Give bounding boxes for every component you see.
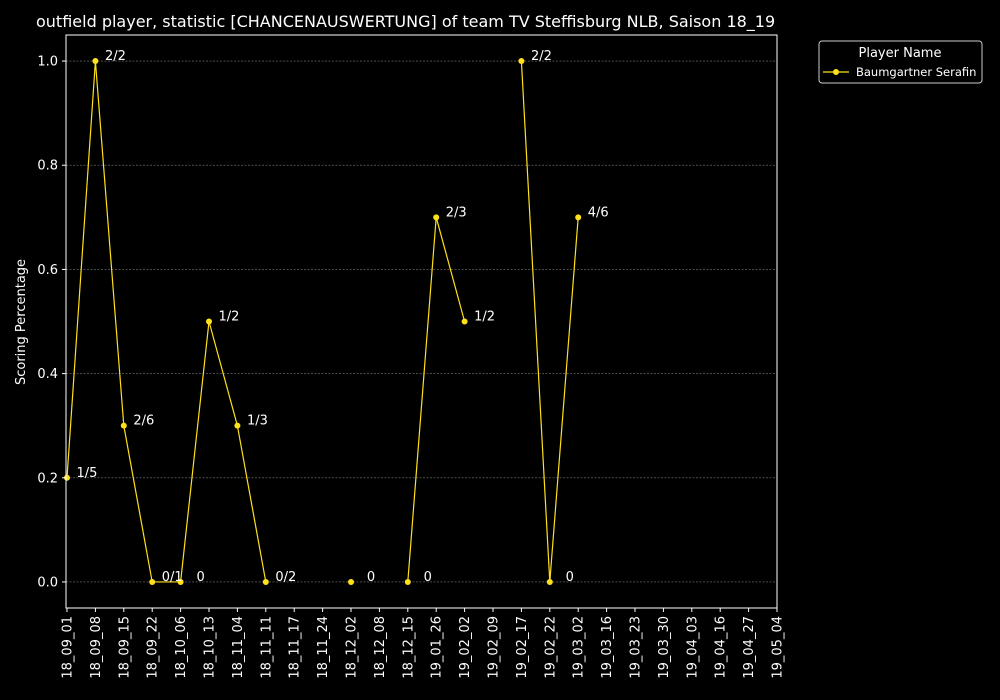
series-line-segment xyxy=(180,321,210,583)
x-tick-label: 18_11_24 xyxy=(316,616,331,679)
x-tick-label: 19_03_16 xyxy=(600,616,615,679)
legend-title: Player Name xyxy=(859,46,942,61)
x-tick-label: 19_04_27 xyxy=(742,616,757,679)
legend-entry-label: Baumgartner Serafin xyxy=(856,65,976,79)
y-tick-label: 1.0 xyxy=(37,55,58,70)
x-tick-label: 18_09_22 xyxy=(146,616,161,679)
data-point xyxy=(518,58,525,65)
series-line-segment xyxy=(549,217,579,583)
y-axis: 0.0 0.2 0.4 0.6 0.8 1.0 xyxy=(37,55,66,590)
data-point xyxy=(575,214,582,221)
x-tick-label: 18_09_15 xyxy=(117,616,132,679)
y-axis-label: Scoring Percentage xyxy=(14,259,29,385)
grid xyxy=(66,60,777,583)
chart-title: outfield player, statistic [CHANCENAUSWE… xyxy=(36,12,775,32)
data-label: 0 xyxy=(566,570,574,585)
data-point xyxy=(404,578,411,585)
x-tick-label: 19_02_02 xyxy=(458,616,473,679)
y-tick-label: 0.8 xyxy=(37,159,58,174)
series-line-segment xyxy=(94,60,125,426)
data-label: 0/2 xyxy=(275,570,296,585)
x-tick-label: 19_05_04 xyxy=(771,616,786,679)
y-tick-label: 0.4 xyxy=(37,367,58,382)
x-tick-label: 18_11_04 xyxy=(231,616,246,679)
data-point xyxy=(461,318,468,325)
data-label: 2/6 xyxy=(133,414,154,429)
series-line-segment xyxy=(435,217,466,322)
data-point xyxy=(120,422,127,429)
series-line-segment xyxy=(236,425,267,583)
series-line-segment xyxy=(520,61,551,582)
x-tick-label: 18_09_08 xyxy=(89,616,104,679)
data-label: 1/2 xyxy=(474,310,495,325)
series-line-segment xyxy=(407,217,437,583)
x-tick-label: 18_10_06 xyxy=(174,616,189,679)
x-tick-label: 18_12_15 xyxy=(401,616,416,679)
x-tick-label: 19_04_03 xyxy=(685,616,700,679)
y-tick-label: 0.6 xyxy=(37,263,58,278)
x-tick-label: 19_03_23 xyxy=(629,616,644,679)
x-tick-label: 19_02_09 xyxy=(487,616,502,679)
legend-box xyxy=(818,40,983,84)
data-label: 2/2 xyxy=(105,49,126,64)
data-point xyxy=(348,578,354,585)
data-points xyxy=(64,58,582,585)
data-label: 0/1 xyxy=(162,570,183,585)
x-tick-label: 19_02_17 xyxy=(515,616,530,679)
x-tick-label: 18_11_11 xyxy=(259,616,274,679)
data-label: 0 xyxy=(196,570,204,585)
x-tick-label: 19_04_16 xyxy=(714,616,729,679)
series-line-segment xyxy=(208,321,238,426)
data-point xyxy=(149,578,156,585)
data-point xyxy=(177,578,184,585)
x-tick-label: 18_11_17 xyxy=(288,616,303,679)
x-tick-label: 18_12_02 xyxy=(345,616,360,679)
data-point xyxy=(234,422,241,429)
data-label: 0 xyxy=(424,570,432,585)
y-tick-label: 0.2 xyxy=(37,471,58,486)
data-label: 4/6 xyxy=(588,205,609,220)
y-tick-label: 0.0 xyxy=(37,575,58,590)
x-tick-label: 19_03_02 xyxy=(572,616,587,679)
data-point xyxy=(262,578,269,585)
data-labels: 1/5 2/2 2/6 0/1 0 1/2 1/3 0/2 0 0 2/3 1/2 2/2 0 4/6 xyxy=(77,49,609,585)
data-label: 1/2 xyxy=(219,310,240,325)
data-point xyxy=(92,58,99,65)
legend-swatch-marker xyxy=(833,69,839,75)
series-line-segment xyxy=(66,61,96,478)
series-line-segment xyxy=(123,425,153,583)
series-lines xyxy=(66,60,579,583)
data-label: 1/3 xyxy=(247,414,268,429)
x-tick-label: 18_10_13 xyxy=(203,616,218,679)
x-tick-label: 18_09_01 xyxy=(61,616,76,679)
data-label: 0 xyxy=(367,570,375,585)
x-tick-label: 19_03_30 xyxy=(657,616,672,679)
x-tick-label: 18_12_08 xyxy=(373,616,388,679)
data-point xyxy=(433,214,440,221)
x-axis: 18_09_01 18_09_08 18_09_15 18_09_22 18_10_06… xyxy=(61,608,786,679)
data-point xyxy=(206,318,212,325)
plot-frame xyxy=(65,34,778,609)
x-tick-label: 19_01_26 xyxy=(430,616,445,679)
data-label: 2/2 xyxy=(531,49,552,64)
data-label: 2/3 xyxy=(446,205,467,220)
x-tick-label: 19_02_22 xyxy=(543,616,558,679)
data-label: 1/5 xyxy=(77,466,98,481)
data-point xyxy=(546,578,553,585)
legend: Player Name Baumgartner Serafin xyxy=(818,40,983,84)
